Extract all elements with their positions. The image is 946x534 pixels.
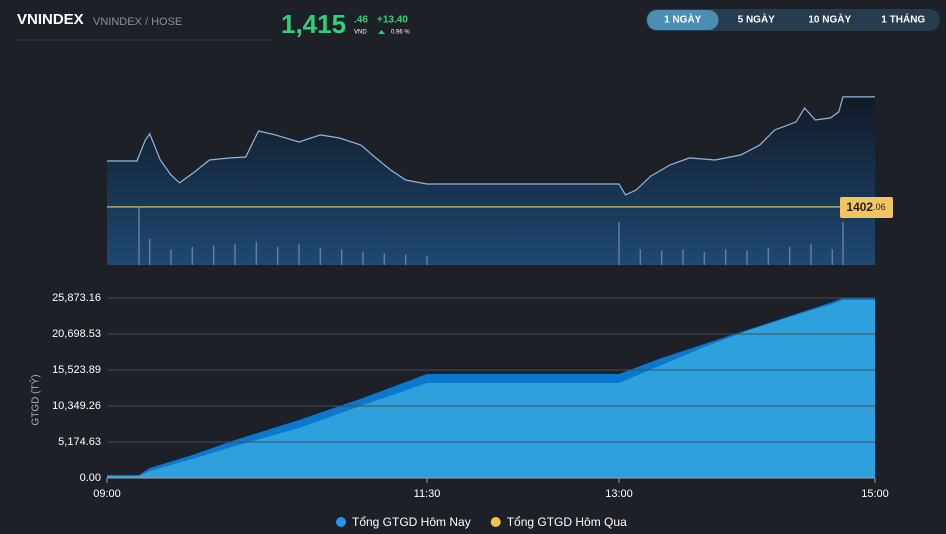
y-axis-label: GTGD (TỶ) (29, 374, 42, 425)
value-area (107, 300, 875, 478)
x-tick-label: 15:00 (861, 488, 889, 500)
change: +13.40 (377, 15, 408, 26)
legend-dot (490, 517, 501, 527)
currency: VND (354, 30, 367, 36)
y-tick-label: 25,873.16 (52, 292, 101, 304)
reference-label: 1402.06 (846, 200, 885, 214)
tabs: 1 NGÀY 5 NGÀY 10 NGÀY 1 THÁNG (647, 10, 925, 30)
tab-bar (646, 9, 940, 31)
tab-label[interactable]: 1 NGÀY (664, 13, 702, 26)
y-tick-label: 0.00 (80, 472, 101, 484)
change-percent: 0.96 % (391, 30, 410, 36)
active-tab[interactable] (647, 10, 719, 30)
y-tick-label: 15,523.89 (52, 364, 101, 376)
x-tick-label: 13:00 (605, 488, 633, 500)
tab-label[interactable]: 10 NGÀY (808, 13, 851, 26)
x-tick-label: 09:00 (93, 488, 121, 500)
price-line (107, 96, 875, 196)
y-tick-label: 5,174.63 (58, 436, 101, 448)
legend-dot (336, 517, 346, 527)
legend-label: Tổng GTGD Hôm Qua (507, 515, 627, 529)
price-decimal: .46 (354, 15, 368, 26)
symbol: VNINDEX (17, 11, 84, 28)
reference-label-box (840, 196, 893, 218)
exchange: VNINDEX / HOSE (93, 16, 182, 28)
legend-label: Tổng GTGD Hôm Nay (352, 515, 471, 529)
legend: Tổng GTGD Hôm Nay Tổng GTGD Hôm Qua (336, 515, 627, 529)
y-tick-label: 20,698.53 (52, 328, 101, 340)
reference-dec: .06 (873, 202, 886, 212)
up-arrow (378, 30, 385, 34)
x-tick-label: 11:30 (414, 488, 441, 500)
price: 1,415 (281, 9, 346, 39)
y-tick-label: 10,349.26 (52, 400, 101, 412)
price-area (107, 96, 875, 266)
tab-label[interactable]: 1 THÁNG (881, 13, 925, 26)
tab-label[interactable]: 5 NGÀY (738, 13, 776, 26)
reference-int: 1402 (846, 200, 873, 214)
